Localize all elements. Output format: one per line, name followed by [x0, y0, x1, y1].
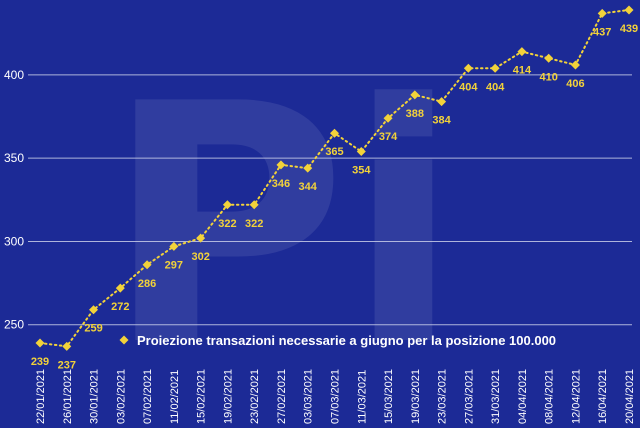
data-point: [383, 113, 393, 123]
x-tick-label: 11/03/2021: [356, 370, 368, 424]
data-point: [517, 47, 527, 57]
data-point: [169, 241, 179, 251]
x-tick-label: 27/03/2021: [463, 369, 475, 424]
data-label: 414: [513, 65, 532, 77]
x-tick-label: 27/02/2021: [276, 369, 288, 424]
x-tick-label: 15/02/2021: [196, 369, 208, 424]
x-tick-label: 03/03/2021: [303, 369, 315, 424]
y-tick-label: 400: [4, 68, 24, 82]
data-label: 322: [245, 218, 263, 230]
x-tick-label: 22/01/2021: [35, 369, 47, 424]
data-point: [570, 60, 580, 70]
data-label: 322: [218, 218, 236, 230]
y-axis-ticks: 250 300 350 400: [4, 68, 24, 332]
x-tick-label: 15/03/2021: [383, 369, 395, 424]
x-tick-label: 20/04/2021: [624, 369, 636, 424]
data-label: 239: [31, 356, 49, 368]
data-label: 354: [352, 165, 371, 177]
data-point: [89, 305, 99, 315]
data-label: 346: [272, 178, 290, 190]
data-label: 388: [406, 108, 424, 120]
data-point: [62, 341, 72, 351]
x-tick-label: 31/03/2021: [490, 369, 502, 424]
x-tick-label: 08/04/2021: [544, 369, 556, 424]
data-label: 259: [84, 323, 102, 335]
data-point: [490, 63, 500, 73]
data-label: 439: [620, 23, 638, 35]
y-tick-label: 300: [4, 234, 24, 248]
x-tick-label: 16/04/2021: [597, 369, 609, 424]
data-label: 374: [379, 131, 398, 143]
data-label: 286: [138, 278, 156, 290]
data-point: [35, 338, 45, 348]
x-axis-ticks: 22/01/2021 26/01/2021 30/01/2021 03/02/2021…: [35, 369, 636, 424]
data-label: 437: [593, 26, 611, 38]
data-label: 237: [58, 359, 76, 371]
data-point: [276, 160, 286, 170]
x-tick-label: 04/04/2021: [517, 369, 529, 424]
data-label: 384: [432, 115, 451, 127]
data-point: [303, 163, 313, 173]
data-label: 410: [540, 71, 558, 83]
data-label: 404: [486, 81, 505, 93]
data-label: 406: [566, 78, 584, 90]
data-point: [196, 233, 206, 243]
data-label: 404: [459, 81, 478, 93]
data-point: [222, 200, 232, 210]
data-label: 297: [165, 259, 183, 271]
y-tick-label: 350: [4, 151, 24, 165]
x-tick-label: 11/02/2021: [169, 370, 181, 424]
data-point: [544, 53, 554, 63]
data-label: 272: [111, 301, 129, 313]
data-point: [437, 97, 447, 107]
data-point: [356, 147, 366, 157]
data-label: 302: [191, 251, 209, 263]
data-point: [463, 63, 473, 73]
x-tick-label: 26/01/2021: [62, 369, 74, 424]
x-tick-label: 23/03/2021: [437, 369, 449, 424]
data-labels: 239 237 259 272 286 297 302 322 322 346 344 365 354 3…: [31, 23, 638, 371]
x-tick-label: 23/02/2021: [249, 369, 261, 424]
data-label: 365: [325, 146, 343, 158]
x-tick-label: 07/03/2021: [330, 369, 342, 424]
x-tick-label: 12/04/2021: [570, 369, 582, 424]
data-label: 344: [299, 181, 318, 193]
data-point: [410, 90, 420, 100]
data-point: [249, 200, 259, 210]
legend: Proiezione transazioni necessarie a giug…: [119, 333, 556, 348]
data-point: [330, 128, 339, 138]
legend-label: Proiezione transazioni necessarie a giug…: [137, 333, 556, 348]
watermark-logo: Pi: [105, 34, 460, 418]
x-tick-label: 30/01/2021: [89, 369, 101, 424]
legend-marker: [119, 335, 129, 345]
data-point: [115, 283, 125, 293]
data-point: [142, 260, 152, 270]
data-point: [624, 5, 634, 15]
grid-lines: [28, 74, 632, 326]
x-tick-label: 19/02/2021: [222, 369, 234, 424]
x-tick-label: 07/02/2021: [142, 369, 154, 424]
x-tick-label: 03/02/2021: [115, 369, 127, 424]
series-layer: [35, 5, 634, 351]
y-tick-label: 250: [4, 318, 24, 332]
data-point: [597, 8, 607, 18]
x-tick-label: 19/03/2021: [410, 369, 422, 424]
